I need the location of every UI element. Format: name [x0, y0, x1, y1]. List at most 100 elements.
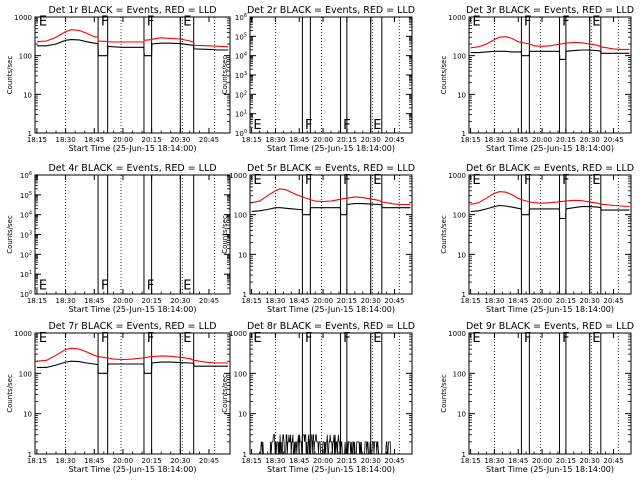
x-tick-label: 18:15 — [27, 457, 47, 465]
y-axis-label: Counts/sec — [221, 374, 229, 413]
panel-det-6: Det 6r BLACK = Events, RED = LLD Counts/s… — [440, 163, 634, 314]
x-axis-label: Start Time (25-Jun-15 18:14:00) — [486, 305, 614, 314]
y-tick-label: 1000 — [448, 330, 466, 338]
y-tick-label: 1 — [462, 451, 466, 459]
y-tick-label: 1000 — [448, 14, 466, 22]
plot-frame — [249, 174, 413, 295]
x-tick-label: 18:30 — [55, 297, 75, 305]
x-tick-label: 18:15 — [241, 457, 261, 465]
y-tick-label: 100 — [453, 370, 466, 378]
y-axis-label: Counts/sec — [440, 56, 448, 95]
y-tick-label: 10 — [238, 251, 247, 259]
x-tick-label: 18:15 — [460, 457, 480, 465]
y-tick-label: 1 — [243, 291, 247, 299]
x-tick-label: 20:45 — [384, 136, 404, 144]
y-tick-label: 102 — [20, 250, 32, 259]
x-tick-label: 20:00 — [113, 457, 133, 465]
y-tick-label: 100 — [234, 370, 247, 378]
y-axis-label: Counts/sec — [221, 56, 229, 95]
panel-det-1: Det 1r BLACK = Events, RED = LLD Counts/s… — [6, 5, 231, 153]
y-tick-label: 100 — [453, 53, 466, 61]
x-tick-label: 18:45 — [289, 136, 309, 144]
x-tick-label: 20:45 — [384, 297, 404, 305]
marker-letter-f: F — [562, 15, 569, 30]
x-tick-label: 20:00 — [532, 457, 552, 465]
x-tick-label: 20:30 — [580, 457, 600, 465]
y-tick-label: 1 — [243, 451, 247, 459]
x-tick-label: 20:15 — [142, 136, 162, 144]
plot-frame — [468, 16, 632, 134]
marker-letter-e: E — [39, 331, 47, 346]
panel-det-4: Det 4r BLACK = Events, RED = LLD Counts/s… — [6, 163, 231, 314]
panel-title: Det 3r BLACK = Events, RED = LLD — [466, 5, 634, 16]
marker-letter-f: F — [305, 118, 312, 133]
panel-title: Det 8r BLACK = Events, RED = LLD — [247, 321, 415, 332]
panel-title: Det 7r BLACK = Events, RED = LLD — [48, 321, 216, 332]
x-tick-label: 20:15 — [142, 297, 162, 305]
y-axis-label: Counts/sec — [6, 215, 14, 254]
y-axis-label: Counts/sec — [6, 374, 14, 413]
plot-frame — [34, 174, 231, 295]
marker-letter-e: E — [472, 331, 480, 346]
x-tick-label: 18:15 — [460, 136, 480, 144]
y-tick-label: 105 — [235, 32, 247, 41]
marker-letter-e: E — [183, 331, 191, 346]
marker-letter-f: F — [524, 173, 531, 188]
x-tick-label: 20:45 — [603, 297, 623, 305]
x-tick-label: 20:15 — [556, 457, 576, 465]
y-tick-label: 105 — [20, 191, 32, 200]
x-tick-label: 20:30 — [361, 136, 381, 144]
y-axis-label: Counts/sec — [440, 374, 448, 413]
panel-det-9: Det 9r BLACK = Events, RED = LLD Counts/s… — [440, 321, 634, 474]
marker-letter-e: E — [472, 173, 480, 188]
marker-letter-f: F — [147, 279, 154, 294]
x-tick-label: 18:15 — [460, 297, 480, 305]
panel-title: Det 1r BLACK = Events, RED = LLD — [48, 5, 216, 16]
x-axis-label: Start Time (25-Jun-15 18:14:00) — [69, 305, 197, 314]
series-events — [470, 204, 630, 220]
plot-frame — [468, 332, 632, 455]
x-tick-label: 18:15 — [27, 136, 47, 144]
x-tick-label: 20:00 — [113, 297, 133, 305]
marker-letter-e: E — [592, 173, 600, 188]
y-tick-label: 101 — [20, 270, 32, 279]
panel-title: Det 9r BLACK = Events, RED = LLD — [466, 321, 634, 332]
y-tick-label: 1000 — [14, 330, 32, 338]
x-tick-label: 20:15 — [337, 136, 357, 144]
plot-frame — [468, 174, 632, 295]
x-tick-label: 18:30 — [55, 457, 75, 465]
x-tick-label: 18:30 — [484, 457, 504, 465]
y-axis-label: Counts/sec — [6, 56, 14, 95]
series-lld — [36, 29, 229, 48]
x-tick-label: 18:45 — [84, 297, 104, 305]
x-tick-label: 20:00 — [313, 297, 333, 305]
marker-letter-f: F — [147, 331, 154, 346]
x-tick-label: 20:00 — [113, 136, 133, 144]
marker-letter-e: E — [253, 118, 261, 133]
series-events — [251, 203, 411, 216]
y-tick-label: 1000 — [229, 330, 247, 338]
panel-det-3: Det 3r BLACK = Events, RED = LLD Counts/s… — [440, 5, 634, 153]
y-tick-label: 1 — [28, 130, 32, 138]
y-tick-label: 100 — [19, 370, 32, 378]
y-tick-label: 100 — [453, 212, 466, 220]
y-tick-label: 106 — [235, 13, 247, 22]
y-tick-label: 100 — [19, 53, 32, 61]
y-tick-label: 1 — [462, 130, 466, 138]
y-tick-label: 10 — [23, 411, 32, 419]
plot-frame — [34, 332, 231, 455]
panels: Det 1r BLACK = Events, RED = LLD Counts/s… — [6, 5, 634, 474]
y-tick-label: 1000 — [448, 172, 466, 180]
y-tick-label: 100 — [235, 129, 247, 138]
x-axis-label: Start Time (25-Jun-15 18:14:00) — [486, 144, 614, 153]
marker-letter-f: F — [343, 331, 350, 346]
panel-det-8: Det 8r BLACK = Events, RED = LLD Counts/s… — [221, 321, 415, 474]
panel-title: Det 5r BLACK = Events, RED = LLD — [247, 163, 415, 174]
marker-letter-e: E — [253, 331, 261, 346]
marker-letter-f: F — [305, 331, 312, 346]
x-tick-label: 18:45 — [289, 457, 309, 465]
x-tick-label: 18:15 — [27, 297, 47, 305]
panel-det-5: Det 5r BLACK = Events, RED = LLD Counts/s… — [221, 163, 415, 314]
x-tick-label: 18:30 — [265, 136, 285, 144]
marker-letter-e: E — [39, 15, 47, 30]
